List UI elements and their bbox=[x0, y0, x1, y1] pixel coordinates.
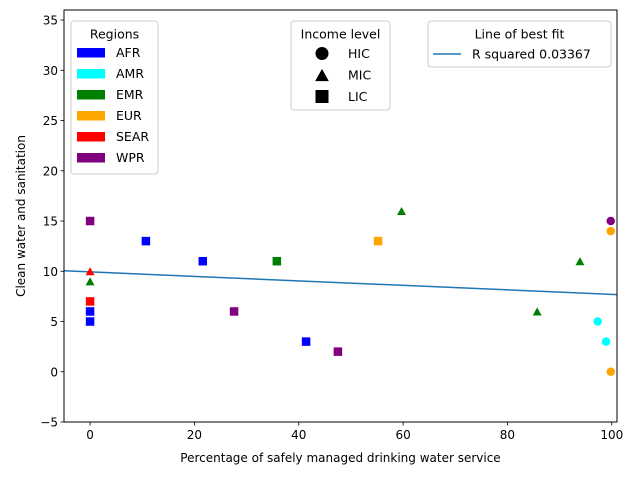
data-point bbox=[606, 216, 615, 226]
legend-regions: Regions AFR AMR EMR EUR SEAR WPR bbox=[70, 20, 159, 175]
legend-title: Regions bbox=[90, 27, 139, 42]
legend-frame bbox=[290, 20, 391, 111]
data-point bbox=[373, 236, 383, 246]
data-point bbox=[229, 307, 239, 316]
data-point bbox=[593, 317, 602, 326]
x-tick-label: 40 bbox=[291, 428, 306, 442]
legend-marker bbox=[315, 68, 329, 82]
legend-swatch bbox=[77, 153, 105, 163]
legend-swatch bbox=[77, 132, 105, 142]
legend-fit: Line of best fit R squared 0.03367 bbox=[427, 20, 612, 68]
legend-label: AMR bbox=[116, 66, 144, 81]
data-point bbox=[85, 307, 95, 316]
y-tick-label: 30 bbox=[43, 64, 58, 78]
fit-line bbox=[63, 270, 618, 296]
plot-frame bbox=[63, 9, 618, 423]
fit-layer bbox=[63, 270, 618, 296]
y-tick-label: 20 bbox=[43, 164, 58, 178]
x-axis-ticks: 0 20 40 60 80 100 bbox=[86, 422, 623, 442]
data-point bbox=[85, 297, 95, 306]
x-tick-label: 100 bbox=[600, 428, 623, 442]
x-tick-label: 60 bbox=[395, 428, 410, 442]
points-layer bbox=[85, 206, 615, 377]
legend-label: LIC bbox=[348, 89, 368, 104]
x-tick-label: 20 bbox=[187, 428, 202, 442]
legend-label: SEAR bbox=[116, 129, 149, 144]
data-point bbox=[301, 337, 311, 346]
data-point bbox=[85, 277, 95, 286]
x-tick-label: 0 bbox=[86, 428, 94, 442]
legend-marker bbox=[315, 47, 329, 60]
legend-title: Income level bbox=[301, 27, 381, 42]
y-tick-label: −5 bbox=[40, 416, 58, 430]
legend-income: Income level HIC MIC LIC bbox=[290, 20, 391, 111]
legend-swatch bbox=[77, 48, 105, 58]
legend-marker bbox=[315, 90, 329, 103]
y-tick-label: 25 bbox=[43, 114, 58, 128]
data-point bbox=[532, 307, 542, 316]
x-tick-label: 80 bbox=[500, 428, 515, 442]
legend-label: WPR bbox=[116, 150, 145, 165]
data-point bbox=[85, 216, 95, 226]
legend-swatch bbox=[77, 90, 105, 100]
data-point bbox=[606, 367, 615, 377]
legend-label: EMR bbox=[116, 87, 144, 102]
y-tick-label: 0 bbox=[50, 365, 58, 379]
legend-swatch bbox=[77, 111, 105, 121]
y-tick-label: 15 bbox=[43, 215, 58, 229]
data-point bbox=[397, 206, 407, 216]
y-axis-title: Clean water and sanitation bbox=[14, 135, 28, 297]
x-axis-title: Percentage of safely managed drinking wa… bbox=[180, 451, 500, 465]
y-tick-label: 10 bbox=[43, 265, 58, 279]
data-point bbox=[85, 317, 95, 326]
data-point bbox=[85, 267, 95, 276]
data-point bbox=[141, 236, 151, 246]
data-point bbox=[198, 256, 208, 266]
legend-label: HIC bbox=[348, 46, 370, 61]
data-point bbox=[601, 337, 611, 346]
y-tick-label: 5 bbox=[50, 315, 58, 329]
legend-label: R squared 0.03367 bbox=[472, 47, 591, 62]
data-point bbox=[333, 347, 343, 356]
data-point bbox=[575, 257, 585, 266]
legend-label: MIC bbox=[348, 68, 371, 83]
legend-title: Line of best fit bbox=[475, 27, 565, 42]
legend-label: AFR bbox=[116, 45, 141, 60]
y-axis-ticks: −5 0 5 10 15 20 25 30 35 bbox=[40, 14, 64, 430]
data-point bbox=[272, 256, 282, 266]
legend-label: EUR bbox=[116, 108, 142, 123]
y-tick-label: 35 bbox=[43, 14, 58, 28]
data-point bbox=[606, 226, 615, 236]
legend-frame bbox=[427, 20, 612, 68]
legend-swatch bbox=[77, 69, 105, 79]
